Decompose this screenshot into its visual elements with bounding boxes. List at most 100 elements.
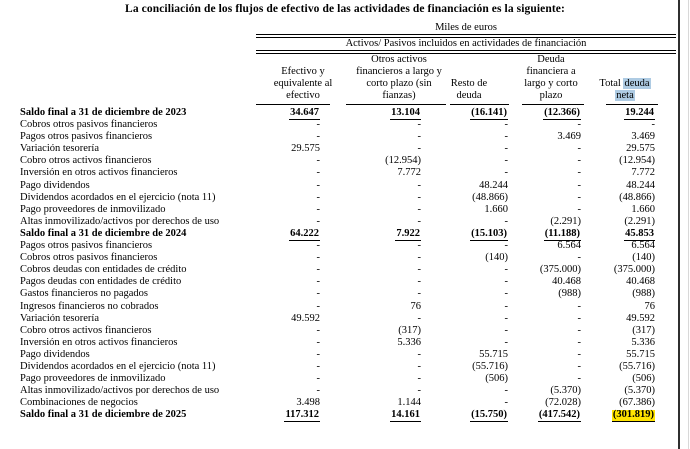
cell-resto-deuda: 48.244 [479, 179, 508, 191]
cell-resto-deuda: - [504, 336, 509, 348]
table-row: Pagos otros pasivos financieros - - - 6.… [20, 240, 655, 252]
cell-deuda-financiera: - [577, 373, 582, 385]
cell-total-deuda-neta: 1.660 [631, 203, 655, 215]
cell-total-deuda-neta: (55.716) [619, 360, 655, 372]
row-label: Pago dividendos [20, 348, 90, 360]
cell-efectivo: - [316, 155, 321, 167]
cell-efectivo: - [316, 215, 321, 227]
table-row: Dividendos acordados en el ejercicio (no… [20, 192, 655, 204]
cell-resto-deuda: (48.866) [472, 191, 508, 203]
cell-otros-activos: - [417, 240, 422, 252]
cell-efectivo: - [316, 360, 321, 372]
cell-efectivo: - [316, 203, 321, 215]
cell-resto-deuda: (15.750) [470, 409, 508, 423]
cell-resto-deuda: (15.103) [470, 227, 508, 241]
table-row: Cobros otros pasivos financieros - - - -… [20, 119, 655, 131]
cell-otros-activos: (12.954) [385, 155, 421, 167]
row-label: Gastos financieros no pagados [20, 288, 149, 300]
table-row: Gastos financieros no pagados - - - (988… [20, 288, 655, 300]
cell-efectivo: - [316, 119, 321, 131]
cell-efectivo: - [316, 336, 321, 348]
row-label: Dividendos acordados en el ejercicio (no… [20, 191, 216, 203]
cell-total-deuda-neta: (48.866) [619, 191, 655, 203]
cell-deuda-financiera: - [577, 324, 582, 336]
cell-total-deuda-neta: (12.954) [619, 155, 655, 167]
cell-total-deuda-neta: (2.291) [624, 215, 655, 227]
total-label: Total [599, 78, 621, 89]
cell-otros-activos: 76 [410, 300, 422, 312]
cell-resto-deuda: - [504, 131, 509, 143]
cell-efectivo: - [316, 373, 321, 385]
table-row: Saldo final a 31 de diciembre de 2024 64… [20, 227, 655, 241]
cell-resto-deuda: (140) [485, 252, 508, 264]
row-label: Cobro otros activos financieros [20, 155, 152, 167]
cell-deuda-financiera: - [577, 143, 582, 155]
column-headers: Efectivo y equivalente al efectivo Otros… [0, 54, 690, 102]
row-label: Cobros deudas con entidades de crédito [20, 264, 187, 276]
cell-total-deuda-neta: (140) [632, 252, 655, 264]
cell-resto-deuda: 55.715 [479, 348, 508, 360]
cell-total-deuda-neta: 49.592 [626, 312, 655, 324]
cell-efectivo: - [316, 324, 321, 336]
table-row: Pago proveedores de inmovilizado - - 1.6… [20, 204, 655, 216]
cell-deuda-financiera: - [577, 312, 582, 324]
cell-efectivo: - [316, 191, 321, 203]
cell-deuda-financiera: (375.000) [539, 264, 581, 276]
table-row: Dividendos acordados en el ejercicio (no… [20, 361, 655, 373]
cell-deuda-financiera: - [577, 167, 582, 179]
cell-deuda-financiera: - [577, 155, 582, 167]
row-label: Cobro otros activos financieros [20, 324, 152, 336]
cell-deuda-financiera: - [577, 360, 582, 372]
row-label: Dividendos acordados en el ejercicio (no… [20, 360, 216, 372]
row-label: Saldo final a 31 de diciembre de 2023 [20, 107, 187, 118]
column-rule-2 [346, 104, 446, 105]
cell-deuda-financiera: (988) [558, 288, 581, 300]
cell-otros-activos: - [417, 360, 422, 372]
cell-total-deuda-neta: 7.772 [631, 167, 655, 179]
cell-deuda-financiera: 40.468 [552, 276, 581, 288]
cell-resto-deuda: (55.716) [472, 360, 508, 372]
highlighted-text-deuda: deuda [623, 78, 651, 89]
cell-deuda-financiera: - [577, 336, 582, 348]
row-label: Pagos deudas con entidades de crédito [20, 276, 182, 288]
table-row: Inversión en otros activos financieros -… [20, 337, 655, 349]
cell-resto-deuda: - [504, 288, 509, 300]
cell-total-deuda-neta: 5.336 [631, 336, 655, 348]
table-row: Cobro otros activos financieros - (317) … [20, 325, 655, 337]
row-label: Ingresos financieros no cobrados [20, 300, 159, 312]
cell-deuda-financiera: 3.469 [557, 131, 581, 143]
row-label: Pago proveedores de inmovilizado [20, 373, 166, 385]
cell-otros-activos: - [417, 276, 422, 288]
cell-deuda-financiera: (72.028) [545, 397, 581, 409]
cell-otros-activos: - [417, 203, 422, 215]
column-rule-4 [522, 104, 584, 105]
cell-resto-deuda: - [504, 276, 509, 288]
cell-otros-activos: - [417, 288, 422, 300]
cell-total-deuda-neta: (988) [632, 288, 655, 300]
cell-total-deuda-neta: (67.386) [619, 397, 655, 409]
cell-efectivo: 64.222 [289, 227, 320, 241]
cell-deuda-financiera: - [577, 179, 582, 191]
column-rule-3 [450, 104, 509, 105]
cell-deuda-financiera: (417.542) [537, 409, 581, 423]
cell-resto-deuda: - [504, 119, 509, 131]
cell-resto-deuda: - [504, 167, 509, 179]
column-rule-5 [606, 104, 658, 105]
cell-efectivo: - [316, 264, 321, 276]
cell-total-deuda-neta: 29.575 [626, 143, 655, 155]
table-row: Altas inmovilizado/activos por derechos … [20, 216, 655, 228]
cell-deuda-financiera: - [577, 203, 582, 215]
cell-efectivo: - [316, 167, 321, 179]
cell-total-deuda-neta: 19.244 [624, 107, 655, 120]
cell-otros-activos: 1.144 [397, 397, 421, 409]
row-label: Combinaciones de negocios [20, 397, 138, 409]
cell-total-deuda-neta: (506) [632, 373, 655, 385]
cell-total-deuda-neta: (301.819) [611, 409, 655, 423]
table-row: Pago dividendos - - 48.244 - 48.244 [20, 180, 655, 192]
cell-otros-activos: - [417, 373, 422, 385]
cell-otros-activos: 7.772 [397, 167, 421, 179]
rule-under-unit-header [256, 34, 676, 38]
cell-otros-activos: - [417, 264, 422, 276]
table-row: Saldo final a 31 de diciembre de 2025 11… [20, 409, 655, 423]
